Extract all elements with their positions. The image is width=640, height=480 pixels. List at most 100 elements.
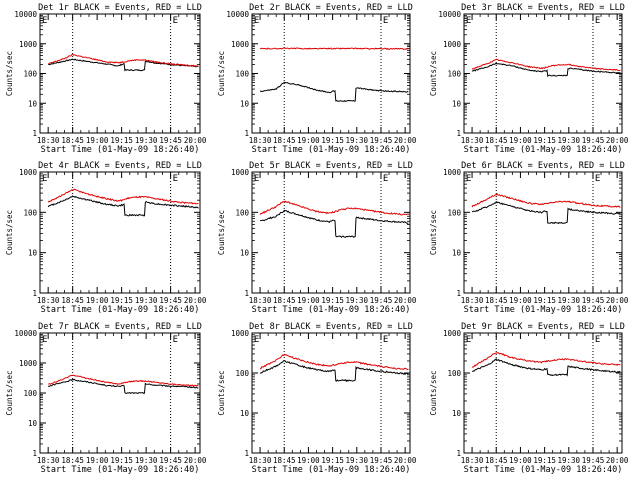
- x-tick-label: 19:00: [86, 136, 109, 145]
- y-tick-label: 10000: [14, 329, 37, 338]
- y-tick-label: 1: [32, 289, 37, 298]
- flag-letter: E: [595, 16, 600, 26]
- flag-letter: E: [466, 16, 471, 26]
- flag-letter: E: [595, 335, 600, 345]
- chart-title: Det 5r BLACK = Events, RED = LLD: [249, 161, 413, 171]
- y-tick-label: 1: [244, 449, 249, 458]
- x-tick-label: 18:30: [461, 136, 484, 145]
- series-events-line: [47, 195, 199, 217]
- x-tick-label: 19:15: [110, 296, 133, 305]
- plot-frame: [463, 171, 623, 294]
- flag-letter: E: [173, 16, 178, 26]
- y-tick-label: 100: [23, 70, 37, 79]
- y-tick-label: 100: [235, 208, 249, 217]
- chart-title: Det 6r BLACK = Events, RED = LLD: [461, 161, 625, 171]
- flag-letter: E: [383, 174, 388, 184]
- x-tick-label: 18:45: [273, 456, 296, 465]
- y-tick-label: 1: [32, 449, 37, 458]
- y-tick-label: 1000: [19, 40, 38, 49]
- y-tick-label: 1000: [443, 168, 462, 177]
- series-events-line: [47, 378, 199, 395]
- y-tick-label: 1000: [231, 40, 250, 49]
- x-tick-label: 19:45: [159, 296, 182, 305]
- x-tick-label: 19:30: [346, 456, 369, 465]
- y-tick-label: 10: [452, 249, 462, 258]
- flag-letter: E: [595, 174, 600, 184]
- x-tick-label: 19:45: [159, 456, 182, 465]
- y-axis-label: Counts/sec: [217, 370, 226, 415]
- y-axis-label: Counts/sec: [217, 210, 226, 255]
- chart-title: Det 4r BLACK = Events, RED = LLD: [38, 161, 202, 171]
- y-tick-label: 100: [23, 389, 37, 398]
- x-tick-label: 20:00: [184, 296, 207, 305]
- x-tick-label: 20:00: [606, 456, 629, 465]
- flag-letter: E: [42, 174, 47, 184]
- panel-det-4: Det 4r BLACK = Events, RED = LLD 1 10 100 10…: [5, 161, 207, 315]
- y-tick-label: 10: [28, 249, 38, 258]
- x-tick-label: 19:15: [110, 456, 133, 465]
- y-axis-label: Counts/sec: [429, 370, 438, 415]
- panel-det-6: Det 6r BLACK = Events, RED = LLD 1 10 100 10…: [429, 161, 629, 315]
- x-tick-label: 18:45: [485, 456, 508, 465]
- y-tick-label: 10: [452, 409, 462, 418]
- x-tick-label: 19:45: [159, 136, 182, 145]
- x-tick-label: 18:45: [61, 456, 84, 465]
- y-tick-label: 1000: [443, 40, 462, 49]
- x-tick-label: 18:30: [249, 456, 272, 465]
- series-events-line: [471, 200, 621, 225]
- x-axis-label: Start Time (01-May-09 18:26:40): [464, 305, 623, 315]
- x-tick-label: 20:00: [606, 136, 629, 145]
- x-tick-label: 20:00: [394, 136, 417, 145]
- series-events-line: [48, 58, 199, 72]
- x-tick-label: 18:30: [461, 296, 484, 305]
- series-events-line: [259, 360, 409, 383]
- panel-det-5: Det 5r BLACK = Events, RED = LLD 1 10 100 10…: [217, 161, 417, 315]
- y-tick-label: 1: [32, 129, 37, 138]
- x-axis-label: Start Time (01-May-09 18:26:40): [41, 305, 200, 315]
- series-events-line: [260, 209, 409, 239]
- series-lld-line: [48, 374, 199, 387]
- plot-frame: [463, 332, 623, 454]
- y-tick-label: 10000: [226, 10, 249, 19]
- chart-title: Det 3r BLACK = Events, RED = LLD: [461, 3, 625, 13]
- panel-det-7: Det 7r BLACK = Events, RED = LLD 1 10 100 10…: [5, 322, 207, 475]
- chart-title: Det 9r BLACK = Events, RED = LLD: [461, 322, 625, 332]
- y-tick-label: 1000: [443, 329, 462, 338]
- y-tick-label: 1000: [19, 168, 38, 177]
- y-tick-label: 10: [28, 419, 38, 428]
- x-tick-label: 20:00: [606, 296, 629, 305]
- chart-title: Det 2r BLACK = Events, RED = LLD: [249, 3, 413, 13]
- flag-letter: E: [173, 174, 178, 184]
- flag-letter: E: [383, 16, 388, 26]
- y-tick-label: 1000: [19, 359, 38, 368]
- series-events-line: [259, 81, 409, 102]
- series-lld-line: [471, 58, 621, 72]
- x-tick-label: 20:00: [394, 296, 417, 305]
- x-tick-label: 18:30: [461, 456, 484, 465]
- x-tick-label: 19:15: [110, 136, 133, 145]
- series-lld-line: [471, 352, 621, 368]
- x-tick-label: 19:30: [135, 296, 158, 305]
- x-tick-label: 19:15: [533, 456, 556, 465]
- y-axis-label: Counts/sec: [429, 51, 438, 96]
- y-tick-label: 10000: [438, 10, 461, 19]
- x-tick-label: 18:30: [249, 136, 272, 145]
- y-tick-label: 1000: [231, 329, 250, 338]
- y-tick-label: 10000: [14, 10, 37, 19]
- flag-letter: E: [254, 335, 259, 345]
- series-events-line: [471, 62, 621, 78]
- x-tick-label: 19:00: [86, 296, 109, 305]
- x-axis-label: Start Time (01-May-09 18:26:40): [252, 465, 411, 475]
- x-tick-label: 19:45: [582, 296, 605, 305]
- x-tick-label: 18:45: [273, 296, 296, 305]
- x-axis-label: Start Time (01-May-09 18:26:40): [464, 145, 623, 155]
- y-tick-label: 10: [452, 99, 462, 108]
- series-lld-line: [471, 193, 621, 208]
- x-tick-label: 19:15: [533, 296, 556, 305]
- plot-frame: [251, 332, 411, 454]
- x-axis-label: Start Time (01-May-09 18:26:40): [41, 145, 200, 155]
- x-tick-label: 18:45: [61, 296, 84, 305]
- x-tick-label: 19:15: [321, 296, 344, 305]
